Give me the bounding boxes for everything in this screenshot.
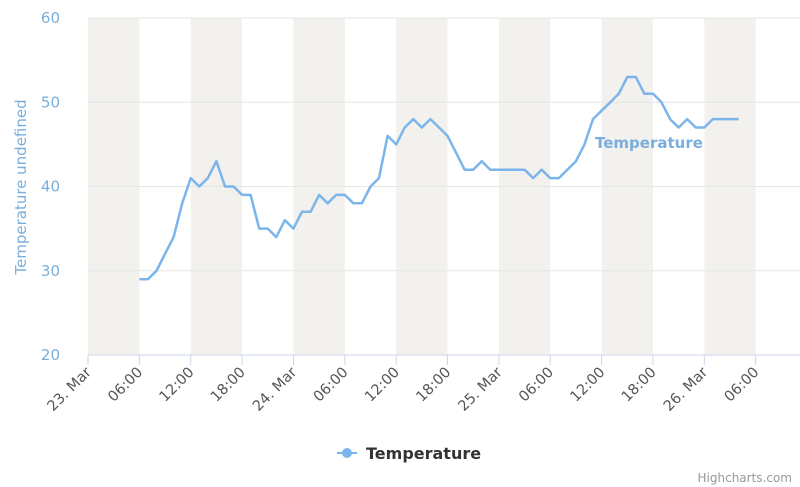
y-tick-label: 30 — [41, 262, 60, 280]
legend-marker-icon — [342, 448, 352, 458]
y-tick-label: 20 — [41, 346, 60, 364]
y-tick-label: 60 — [41, 9, 60, 27]
series-line-temperature[interactable] — [139, 75, 739, 281]
credits-link[interactable]: Highcharts.com — [698, 471, 792, 485]
x-axis-labels: 23. Mar 06:00 12:00 18:00 24. Mar 06:00 12:00 1… — [45, 364, 763, 414]
x-tick-label: 06:00 — [311, 365, 352, 406]
x-tick-label: 25. Mar — [455, 364, 505, 414]
y-tick-label: 40 — [41, 178, 60, 196]
x-tick-label: 24. Mar — [250, 364, 300, 414]
x-tick-label: 26. Mar — [661, 364, 711, 414]
legend-item-temperature[interactable]: Temperature — [337, 444, 481, 463]
series-group — [139, 75, 739, 281]
grid-lines — [88, 17, 800, 272]
x-tick-label: 12:00 — [568, 365, 609, 406]
x-tick-label: 23. Mar — [45, 364, 95, 414]
x-tick-label: 06:00 — [105, 365, 146, 406]
x-tick-label: 18:00 — [208, 365, 249, 406]
x-tick-label: 06:00 — [516, 365, 557, 406]
y-axis-title: Temperature undefined — [12, 99, 30, 275]
series-inline-label: Temperature — [595, 134, 703, 152]
x-tick-label: 06:00 — [722, 365, 763, 406]
x-tick-label: 12:00 — [362, 365, 403, 406]
x-tick-label: 18:00 — [619, 365, 660, 406]
x-tick-label: 18:00 — [413, 365, 454, 406]
x-tick-label: 12:00 — [157, 365, 198, 406]
y-axis-labels: 20 30 40 50 60 — [41, 9, 60, 364]
x-axis-ticks — [87, 355, 757, 365]
legend-label: Temperature — [366, 444, 481, 463]
y-tick-label: 50 — [41, 93, 60, 111]
